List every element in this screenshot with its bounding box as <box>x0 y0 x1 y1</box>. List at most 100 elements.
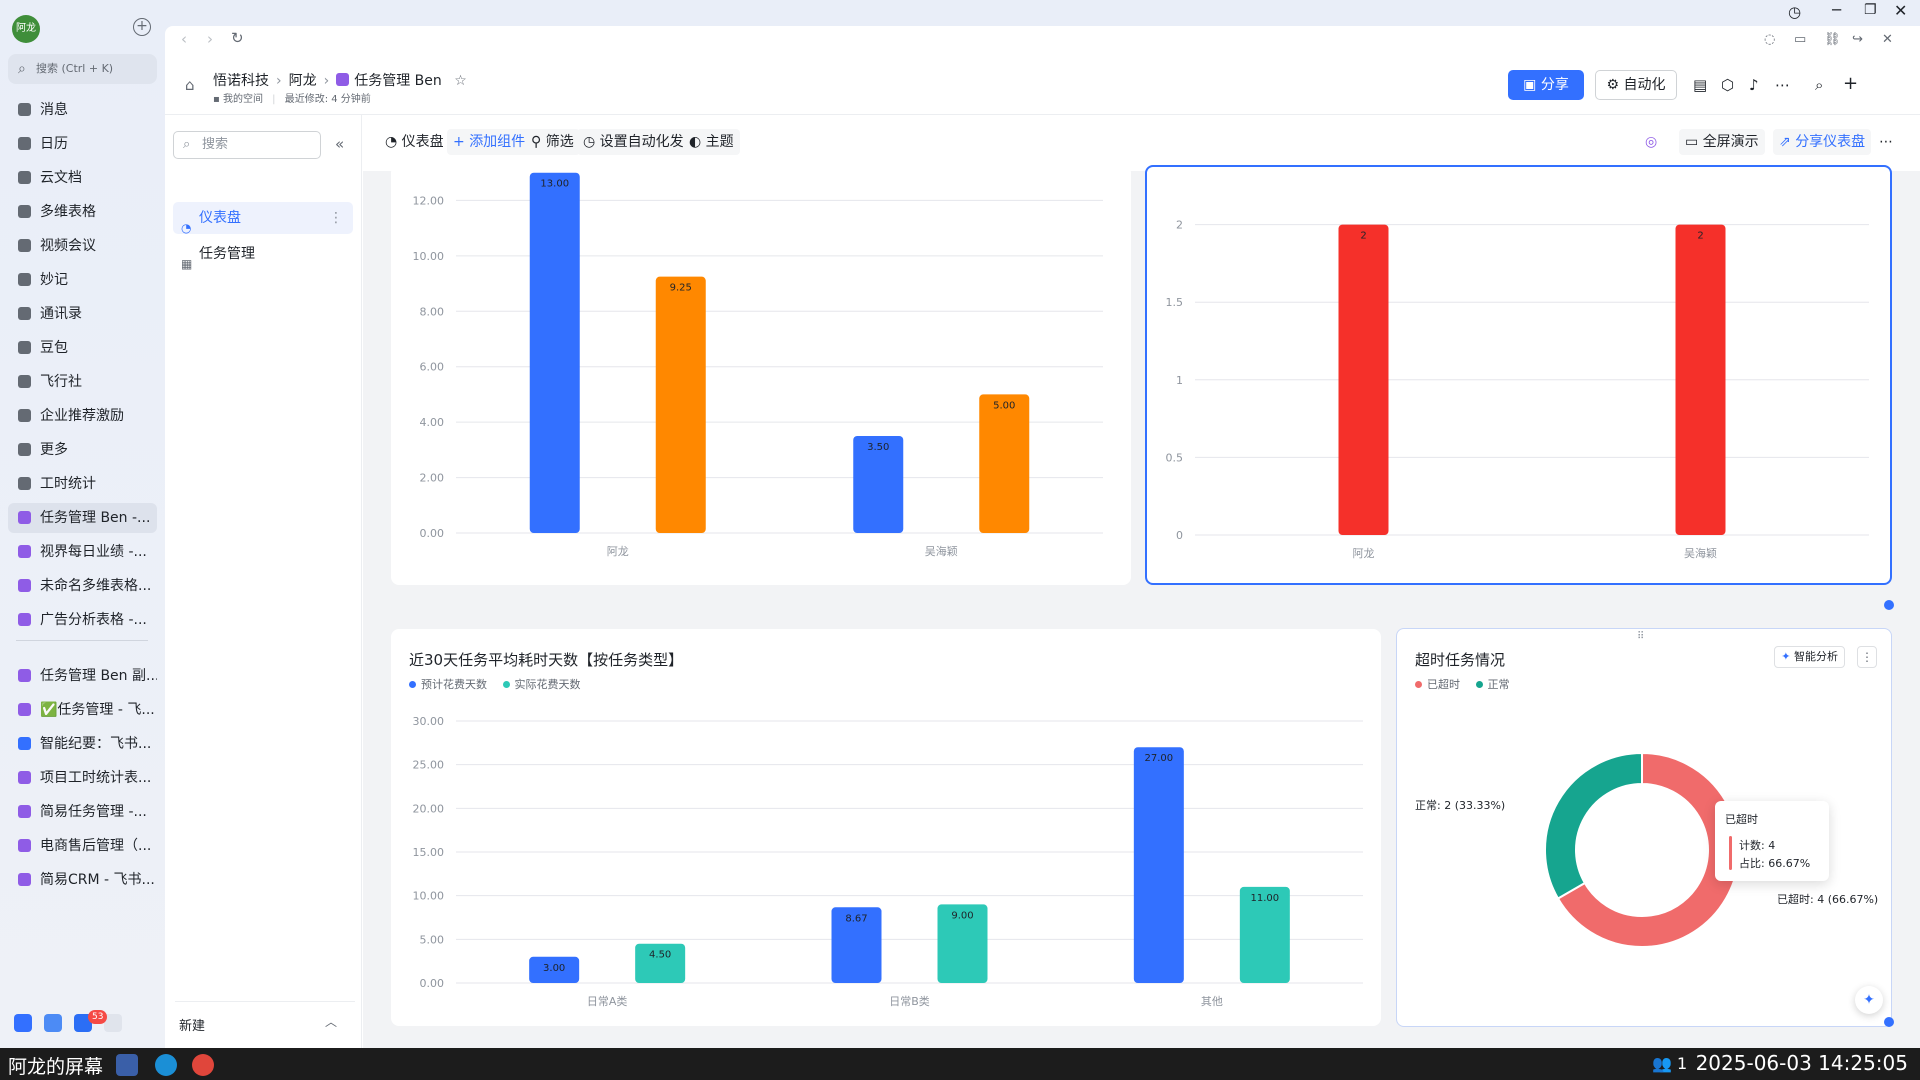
filter-button[interactable]: ⚲ 筛选 <box>525 129 580 155</box>
nav-item[interactable]: 广告分析表格 -... <box>8 605 157 635</box>
back-icon[interactable]: ‹ <box>181 30 187 48</box>
more-icon[interactable]: ⋯ <box>1775 76 1790 94</box>
chrome-icon[interactable] <box>192 1054 214 1076</box>
app-icon[interactable] <box>44 1014 62 1032</box>
more-vertical-icon[interactable]: ⋮ <box>1857 646 1877 668</box>
avatar[interactable]: 阿龙 <box>12 15 40 43</box>
breadcrumb-item[interactable]: 阿龙 <box>288 73 317 89</box>
panel-item-label: 任务管理 <box>199 246 255 262</box>
bar <box>831 907 882 983</box>
template-icon[interactable]: ▤ <box>1693 76 1708 94</box>
refresh-icon[interactable]: ↻ <box>231 29 244 47</box>
search-icon: ⌕ <box>183 137 191 152</box>
share-dashboard-button[interactable]: ⇗ 分享仪表盘 <box>1773 129 1872 155</box>
document-window: ‹ › ↻ ⌂ 悟诺科技 › 阿龙 › 任务管理 Ben ☆ ▪ 我的空间 | 最近修改… <box>165 26 1920 1048</box>
book-icon <box>18 375 31 388</box>
minimize-icon[interactable]: ─ <box>1832 1 1842 19</box>
drag-handle-icon[interactable]: ⠿ <box>1637 631 1646 642</box>
nav-item[interactable]: 企业推荐激励 <box>8 401 157 431</box>
nav-item[interactable]: 视频会议 <box>8 231 157 261</box>
history-icon[interactable]: ◷ <box>1788 3 1802 21</box>
chart-legend: 预计花费天数 实际花费天数 <box>409 676 593 692</box>
nav-item[interactable]: 电商售后管理（... <box>8 831 157 861</box>
panel-search-input[interactable]: ⌕ 搜索 <box>173 131 321 159</box>
nav-item[interactable]: 更多 <box>8 435 157 465</box>
close-icon[interactable]: ✕ <box>1894 1 1908 20</box>
status-icon[interactable] <box>104 1014 122 1032</box>
space-label[interactable]: 我的空间 <box>222 94 263 105</box>
new-button[interactable]: 新建 <box>179 1019 206 1034</box>
chart-card-tasks-by-person[interactable]: 00.511.522.5阿龙2吴海颖2 <box>1145 165 1892 585</box>
more-vertical-icon[interactable]: ⋮ <box>329 210 343 226</box>
ai-icon[interactable]: ◎ <box>1645 134 1658 150</box>
window-icon[interactable]: ▭ <box>1794 32 1807 47</box>
breadcrumb-item[interactable]: 悟诺科技 <box>213 73 269 89</box>
chart-card-avg-days[interactable]: 近30天任务平均耗时天数【按任务类型】 预计花费天数 实际花费天数 0.00 5.… <box>391 629 1381 1026</box>
nav-item[interactable]: 简易任务管理 -... <box>8 797 157 827</box>
nav-item[interactable]: 飞行社 <box>8 367 157 397</box>
global-nav: 阿龙 + ⌕ 搜索 (Ctrl + K) 消息日历云文档多维表格视频会议妙记通讯… <box>0 0 165 1048</box>
nav-item[interactable]: 简易CRM - 飞书... <box>8 865 157 895</box>
nav-item[interactable]: 视界每日业绩 -... <box>8 537 157 567</box>
chevron-up-icon[interactable]: ︿ <box>325 1015 338 1029</box>
nav-item[interactable]: 工时统计 <box>8 469 157 499</box>
nav-item[interactable]: 任务管理 Ben -... <box>8 503 157 533</box>
automation-button[interactable]: ⚙ 自动化 <box>1595 70 1677 100</box>
link-icon[interactable]: ⛓ <box>1824 32 1841 47</box>
clock-icon: ◷ <box>583 134 600 150</box>
plus-icon[interactable]: + <box>1843 73 1859 94</box>
nav-item[interactable]: 消息 <box>8 95 157 125</box>
forward-share-icon[interactable]: ↪ <box>1852 32 1863 47</box>
notification-icon[interactable] <box>74 1014 92 1032</box>
search-icon[interactable]: ⌕ <box>1815 76 1824 94</box>
nav-item[interactable]: 通讯录 <box>8 299 157 329</box>
nav-item[interactable]: ✅任务管理 - 飞... <box>8 695 157 725</box>
nav-item[interactable]: 豆包 <box>8 333 157 363</box>
nav-item[interactable]: 未命名多维表格... <box>8 571 157 601</box>
panel-item-dashboard[interactable]: ◔ 仪表盘 ⋮ <box>173 202 353 235</box>
nav-item[interactable]: 云文档 <box>8 163 157 193</box>
y-tick-label: 2 <box>1176 219 1183 232</box>
nav-item-label: 视界每日业绩 -... <box>40 544 147 560</box>
nav-item[interactable]: 多维表格 <box>8 197 157 227</box>
panel-item-table[interactable]: ▦ 任务管理 <box>173 238 353 271</box>
fullscreen-button[interactable]: ▭ 全屏演示 <box>1679 129 1765 155</box>
home-icon[interactable]: ⌂ <box>185 76 195 94</box>
add-icon[interactable]: + <box>133 18 151 36</box>
theme-button[interactable]: ◐ 主题 <box>683 129 740 155</box>
nav-item[interactable]: 日历 <box>8 129 157 159</box>
bell-icon[interactable]: ♪ <box>1749 76 1759 94</box>
ai-assistant-button[interactable]: ✦ <box>1855 986 1883 1014</box>
nav-item-label: 更多 <box>40 442 68 458</box>
chart-card-hours-by-person[interactable]: 0.002.004.006.008.0010.0012.0014.00阿龙13.… <box>391 165 1131 585</box>
resize-handle[interactable] <box>1884 600 1894 610</box>
comment-icon[interactable]: ◌ <box>1764 32 1776 47</box>
star-icon[interactable]: ☆ <box>454 73 467 89</box>
nav-item[interactable]: 智能纪要：飞书... <box>8 729 157 759</box>
bar <box>635 943 686 983</box>
share-button[interactable]: ▣ 分享 <box>1508 70 1584 100</box>
chart-card-overdue[interactable]: ⠿ 超时任务情况 ✦ 智能分析 ⋮ 已超时 正常 已超时: 4 (66.67%)… <box>1396 628 1892 1027</box>
global-search[interactable]: ⌕ 搜索 (Ctrl + K) <box>8 54 157 84</box>
resize-handle[interactable] <box>1884 1017 1894 1027</box>
plugin-icon[interactable]: ⬡ <box>1721 76 1735 94</box>
taskbar-app-icon[interactable] <box>116 1054 138 1076</box>
app-window: 阿龙 + ⌕ 搜索 (Ctrl + K) 消息日历云文档多维表格视频会议妙记通讯… <box>0 0 1920 1048</box>
more-icon[interactable]: ⋯ <box>1879 134 1893 150</box>
breadcrumb-item[interactable]: 任务管理 Ben <box>354 73 442 89</box>
x-tick-label: 阿龙 <box>607 545 629 558</box>
forward-icon[interactable]: › <box>207 30 213 48</box>
edge-icon[interactable] <box>155 1054 177 1076</box>
auto-send-button[interactable]: ◷ 设置自动化发送 <box>577 129 704 155</box>
chevron-right-icon: › <box>323 73 330 89</box>
smart-analysis-button[interactable]: ✦ 智能分析 <box>1774 646 1845 668</box>
restore-icon[interactable]: ❐ <box>1864 2 1877 18</box>
nav-item[interactable]: 项目工时统计表... <box>8 763 157 793</box>
app-icon[interactable] <box>14 1014 32 1032</box>
add-component-button[interactable]: + 添加组件 <box>447 129 532 155</box>
close-tab-icon[interactable]: ✕ <box>1882 32 1893 47</box>
collapse-icon[interactable]: « <box>335 135 345 153</box>
nav-item[interactable]: 妙记 <box>8 265 157 295</box>
bar <box>1338 224 1389 535</box>
nav-item[interactable]: 任务管理 Ben 副... <box>8 661 157 691</box>
